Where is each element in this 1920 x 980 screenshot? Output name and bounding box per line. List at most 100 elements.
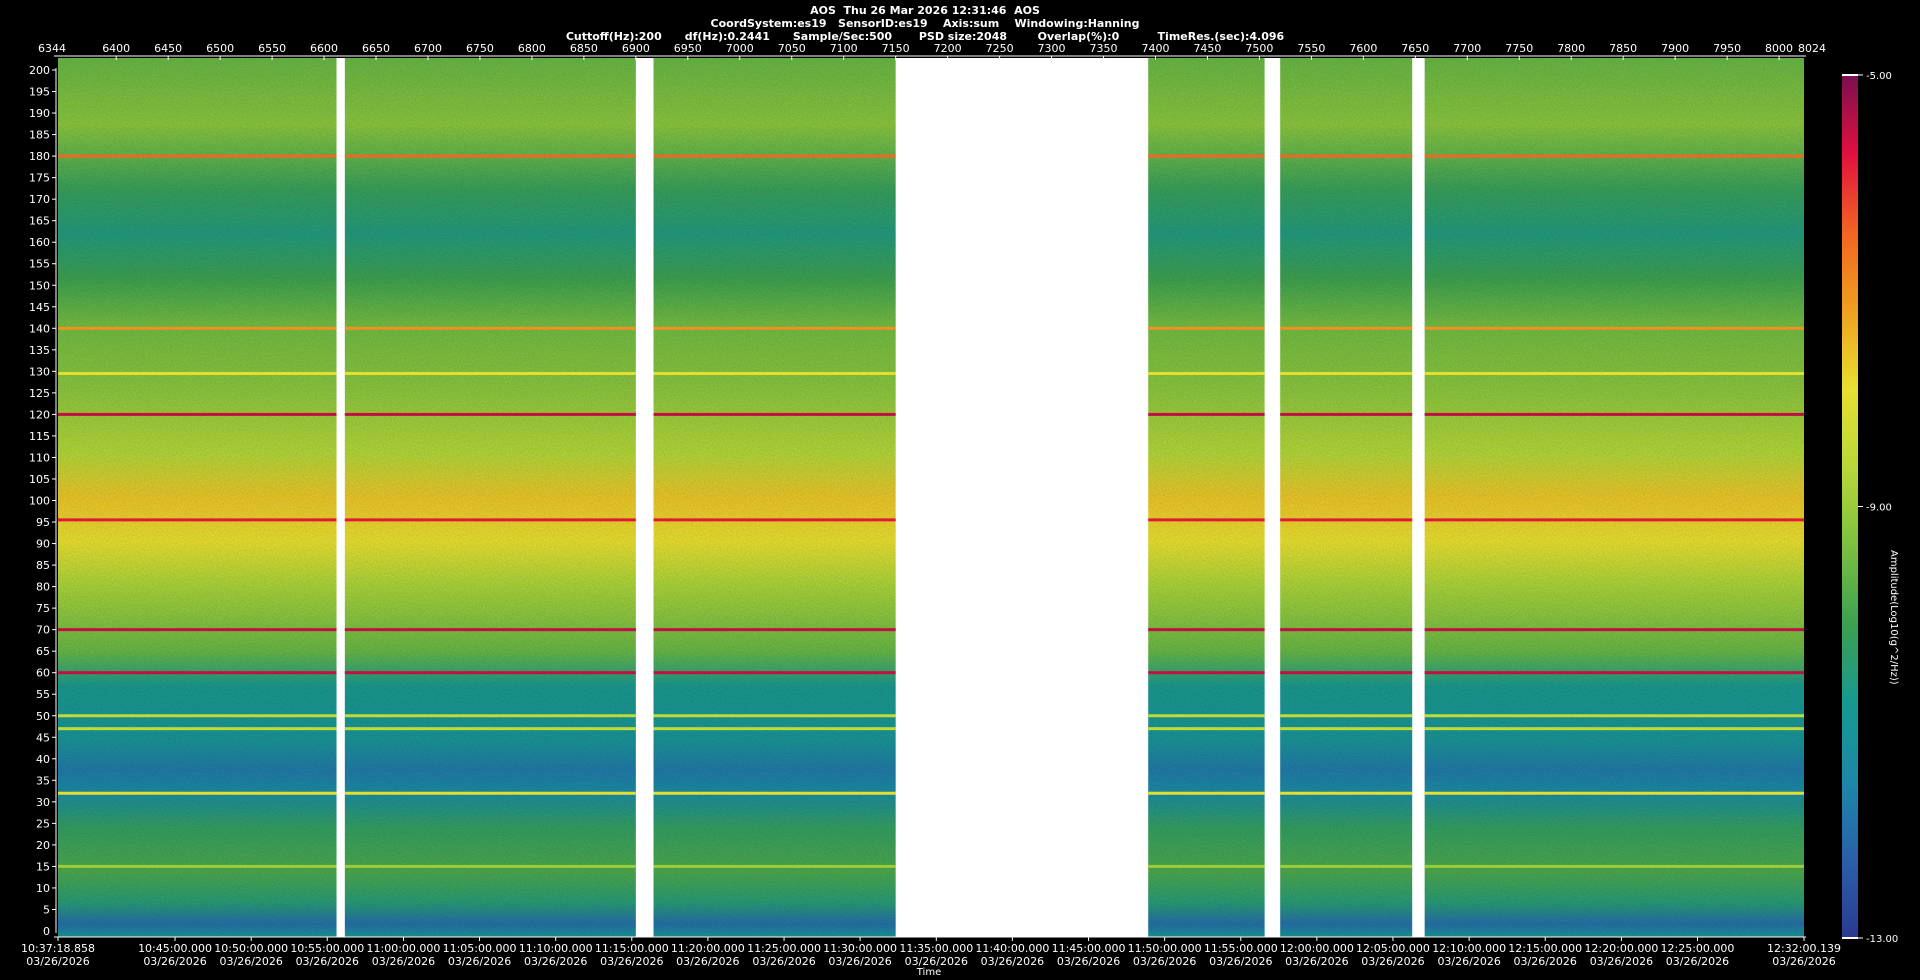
tone-line: [653, 372, 896, 376]
top-end-label: 8024: [1798, 42, 1826, 55]
top-tick-label: 6900: [622, 42, 650, 55]
y-tick-label: 130: [29, 365, 50, 378]
tone-line: [1424, 154, 1804, 158]
x-tick-date-label: 03/26/2026: [220, 955, 283, 968]
tone-line: [58, 671, 337, 675]
tone-line: [653, 864, 896, 868]
x-tick-date-label: 03/26/2026: [752, 955, 815, 968]
x-tick-time-label: 12:05:00.000: [1356, 942, 1430, 955]
y-tick-label: 95: [36, 516, 50, 529]
y-tick-label: 185: [29, 129, 50, 142]
tone-line: [1280, 791, 1413, 795]
x-tick-date-label: 03/26/2026: [905, 955, 968, 968]
y-tick-label: 145: [29, 301, 50, 314]
x-tick-time-label: 10:37:18.858: [21, 942, 95, 955]
y-tick-label: 70: [36, 624, 50, 637]
x-tick-date-label: 03/26/2026: [1590, 955, 1653, 968]
y-tick-label: 200: [29, 64, 50, 77]
top-tick-label: 6800: [518, 42, 546, 55]
top-tick-label: 7800: [1557, 42, 1585, 55]
tone-line: [344, 671, 636, 675]
tone-line: [1280, 628, 1413, 632]
tone-line: [1424, 864, 1804, 868]
x-tick-date-label: 03/26/2026: [676, 955, 739, 968]
tone-line: [1280, 864, 1413, 868]
y-tick-label: 45: [36, 731, 50, 744]
tone-line: [344, 372, 636, 376]
top-tick-label: 7200: [934, 42, 962, 55]
x-tick-time-label: 12:15:00.000: [1508, 942, 1582, 955]
tone-line: [1280, 326, 1413, 330]
x-tick-time-label: 11:10:00.000: [519, 942, 593, 955]
x-tick-time-label: 11:30:00.000: [823, 942, 897, 955]
y-tick-label: 195: [29, 86, 50, 99]
tone-line: [1148, 714, 1265, 718]
y-tick-label: 85: [36, 559, 50, 572]
x-tick-date-label: 03/26/2026: [1514, 955, 1577, 968]
tone-line: [1424, 791, 1804, 795]
y-tick-label: 75: [36, 602, 50, 615]
tone-line: [1424, 326, 1804, 330]
x-tick-time-label: 11:45:00.000: [1052, 942, 1126, 955]
top-tick-label: 7500: [1245, 42, 1273, 55]
top-tick-label: 7950: [1713, 42, 1741, 55]
top-tick-label: 7000: [726, 42, 754, 55]
tone-line: [1424, 727, 1804, 731]
tone-line: [653, 628, 896, 632]
y-tick-label: 175: [29, 172, 50, 185]
y-tick-label: 40: [36, 753, 50, 766]
y-tick-label: 140: [29, 322, 50, 335]
x-tick-date-label: 03/26/2026: [372, 955, 435, 968]
y-tick-label: 10: [36, 882, 50, 895]
tone-line: [58, 412, 337, 416]
tone-line: [344, 714, 636, 718]
tone-line: [1424, 714, 1804, 718]
top-tick-label: 7850: [1609, 42, 1637, 55]
data-segment: [344, 58, 636, 937]
tone-line: [58, 864, 337, 868]
x-tick-time-label: 12:10:00.000: [1432, 942, 1506, 955]
y-tick-label: 15: [36, 860, 50, 873]
colorbar-label: Amplitude(Log10(g^2/Hz)): [1888, 550, 1899, 685]
tone-line: [653, 518, 896, 522]
tone-line: [344, 727, 636, 731]
colorbar-tick-label: -9.00: [1866, 503, 1892, 514]
y-tick-label: 135: [29, 344, 50, 357]
colorbar-gradient: [1842, 75, 1858, 938]
axes: 5 10 15 20 25 30 35 40 45 50 55 60 65 70 75 80 85 90 95 100…: [21, 42, 1841, 978]
top-tick-label: 7250: [986, 42, 1014, 55]
tone-line: [1280, 518, 1413, 522]
x-tick-date-label: 03/26/2026: [1209, 955, 1272, 968]
tone-line: [1424, 372, 1804, 376]
y-tick-label: 160: [29, 236, 50, 249]
segment-texture: [653, 58, 896, 937]
y-tick-label: 170: [29, 193, 50, 206]
tone-line: [653, 326, 896, 330]
x-tick-date-label: 03/26/2026: [1666, 955, 1729, 968]
x-tick-time-label: 11:05:00.000: [443, 942, 517, 955]
x-tick-date-label: 03/26/2026: [1285, 955, 1348, 968]
y-tick-label: 180: [29, 150, 50, 163]
x-tick-time-label: 10:55:00.000: [290, 942, 364, 955]
y-tick-label: 110: [29, 451, 50, 464]
x-axis-label: Time: [916, 967, 941, 978]
x-tick-time-label: 12:25:00.000: [1661, 942, 1735, 955]
tone-line: [653, 727, 896, 731]
top-tick-label: 6950: [674, 42, 702, 55]
y-tick-label: 90: [36, 538, 50, 551]
tone-line: [1148, 326, 1265, 330]
top-tick-label: 7150: [882, 42, 910, 55]
data-segment: [1424, 58, 1804, 937]
tone-line: [653, 154, 896, 158]
tone-line: [1280, 671, 1413, 675]
tone-line: [1148, 412, 1265, 416]
x-tick-time-label: 11:55:00.000: [1204, 942, 1278, 955]
top-tick-label: 7900: [1661, 42, 1689, 55]
y-tick-label: 155: [29, 258, 50, 271]
segment-texture: [58, 58, 337, 937]
y-tick-label: 105: [29, 473, 50, 486]
y-tick-label: 50: [36, 710, 50, 723]
y-tick-label: 150: [29, 279, 50, 292]
top-tick-label: 7100: [830, 42, 858, 55]
